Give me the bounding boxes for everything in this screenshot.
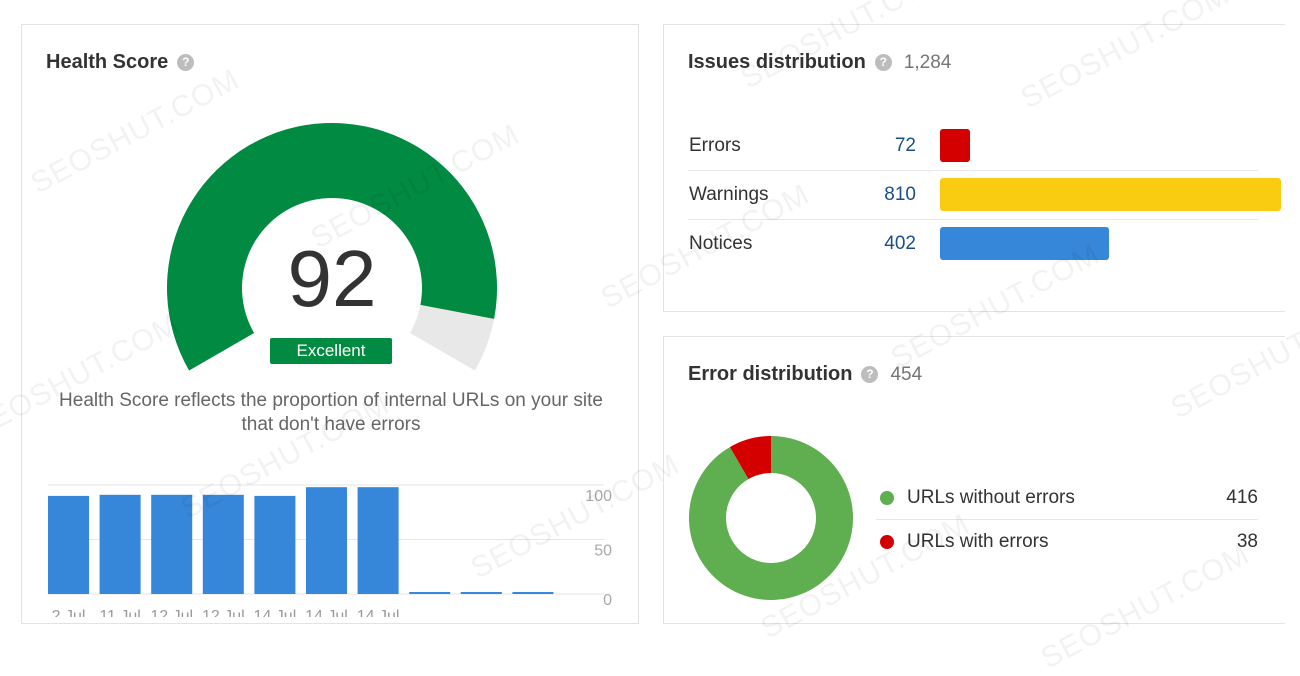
y-tick-label: 0 <box>603 592 612 609</box>
legend-value: 416 <box>1226 487 1258 508</box>
errors-total: 454 <box>890 363 923 385</box>
issue-bar <box>940 178 1281 211</box>
issues-title: Issues distribution <box>688 51 866 73</box>
legend-label: URLs with errors <box>907 531 1049 552</box>
help-icon[interactable]: ? <box>177 54 195 71</box>
x-tick-label: 11 Jul <box>99 608 141 617</box>
legend-row-without-errors[interactable]: URLs without errors 416 <box>876 476 1258 520</box>
x-tick-label: 2 Jul <box>52 608 86 617</box>
x-tick-label: 12 Jul <box>150 608 193 617</box>
gauge-fill <box>167 123 497 371</box>
donut-slice-without-errors[interactable] <box>689 436 853 600</box>
health-score-description: Health Score reflects the proportion of … <box>59 390 603 435</box>
issue-value[interactable]: 810 <box>884 184 916 205</box>
legend-label: URLs without errors <box>907 487 1075 508</box>
health-score-title-row: Health Score ? <box>46 51 195 74</box>
issues-title-row: Issues distribution ? 1,284 <box>688 51 951 74</box>
issue-row-errors[interactable]: Errors 72 <box>688 122 1258 171</box>
health-score-gauge <box>167 123 497 371</box>
history-bar[interactable] <box>409 592 451 594</box>
issues-total: 1,284 <box>903 51 952 73</box>
health-score-card: Health Score ? 92 Excellent Health Score… <box>21 24 639 624</box>
health-score-title: Health Score <box>46 51 169 73</box>
health-rating-badge: Excellent <box>270 338 392 364</box>
errors-title: Error distribution <box>688 363 853 385</box>
issue-label: Notices <box>689 233 753 254</box>
help-icon[interactable]: ? <box>874 54 892 71</box>
issue-value[interactable]: 402 <box>884 233 916 254</box>
issue-label: Warnings <box>689 184 769 205</box>
x-tick-label: 14 Jul <box>305 608 348 617</box>
issue-label: Errors <box>689 135 741 156</box>
history-bar[interactable] <box>254 495 296 594</box>
issue-bar <box>940 227 1110 260</box>
health-score-value: 92 <box>287 234 377 323</box>
issue-value[interactable]: 72 <box>894 135 916 156</box>
legend-value: 38 <box>1236 531 1258 552</box>
legend-dot <box>880 535 894 549</box>
history-bar[interactable] <box>357 487 399 594</box>
y-tick-label: 100 <box>585 488 612 505</box>
error-distribution-card: Error distribution ? 454 URLs without er… <box>663 336 1285 624</box>
history-bar[interactable] <box>202 494 244 594</box>
x-tick-label: 14 Jul <box>357 608 400 617</box>
history-bar[interactable] <box>99 494 141 594</box>
legend-dot <box>880 491 894 505</box>
y-tick-label: 50 <box>594 543 612 560</box>
issue-row-warnings[interactable]: Warnings 810 <box>688 171 1281 220</box>
history-bar[interactable] <box>512 592 554 594</box>
history-bar[interactable] <box>151 494 193 594</box>
x-tick-label: 14 Jul <box>254 608 297 617</box>
help-icon[interactable]: ? <box>861 366 879 383</box>
issue-row-notices[interactable]: Notices 402 <box>688 220 1258 268</box>
issue-bar <box>940 129 971 162</box>
error-distribution-donut <box>689 436 853 600</box>
errors-title-row: Error distribution ? 454 <box>688 363 922 386</box>
legend-row-with-errors[interactable]: URLs with errors 38 <box>876 520 1258 563</box>
donut-slice-with-errors[interactable] <box>729 436 771 480</box>
x-tick-label: 12 Jul <box>202 608 245 617</box>
history-bar[interactable] <box>48 495 89 594</box>
history-bar[interactable] <box>306 487 347 594</box>
health-history-chart: 100 50 0 2 Jul 11 Jul 12 Jul 12 Jul 14 Jul 14 Ju… <box>48 484 612 617</box>
history-bar[interactable] <box>460 592 502 594</box>
issues-distribution-card: Issues distribution ? 1,284 Errors 72 Wa… <box>663 24 1285 312</box>
